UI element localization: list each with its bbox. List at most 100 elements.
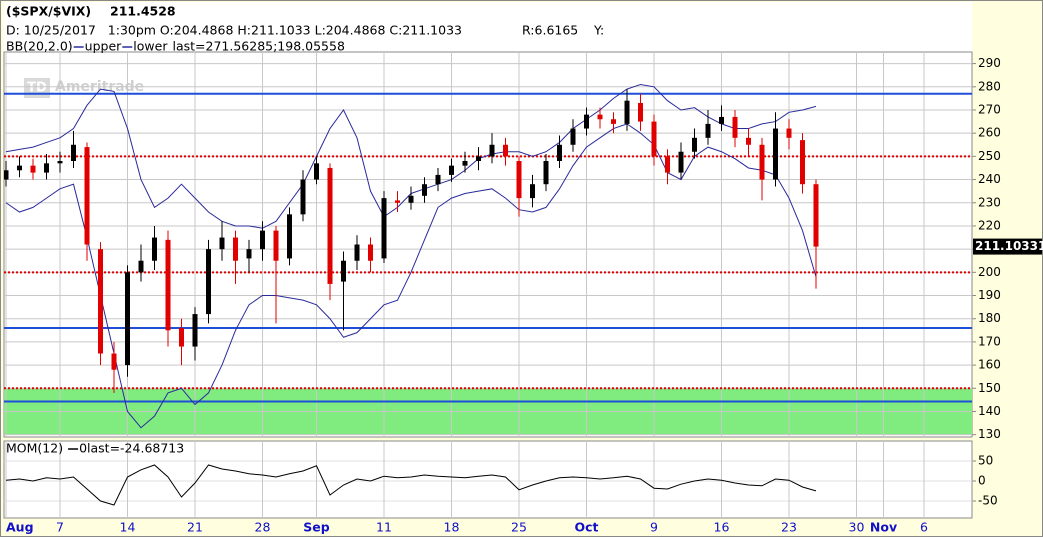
x-tick-label: 25 <box>511 520 527 535</box>
candle-body <box>800 140 805 185</box>
x-tick-label: 16 <box>714 520 730 535</box>
candle-body <box>165 239 171 331</box>
candle-body <box>624 100 630 124</box>
x-tick-label: 28 <box>255 520 271 535</box>
legend-title: MOM(12) <box>6 441 63 456</box>
candle-body <box>462 161 468 166</box>
candle-body <box>111 353 117 370</box>
momentum-line <box>5 464 817 506</box>
candle-body <box>84 147 90 245</box>
last-price-label: 211.10331 <box>975 239 1043 253</box>
y-tick-label: 140 <box>978 404 1001 418</box>
candle-body <box>368 244 373 261</box>
y-tick-label: 250 <box>978 149 1001 163</box>
candle-body <box>678 151 684 173</box>
candle-body <box>449 165 454 175</box>
candle-body <box>44 163 49 173</box>
candle-body <box>786 128 792 138</box>
y-tick-label: 50 <box>978 454 993 468</box>
candle-body <box>300 179 306 215</box>
candle-body <box>30 165 36 173</box>
x-tick-label: 18 <box>444 520 460 535</box>
y-tick-label: 230 <box>978 195 1001 209</box>
candle-body <box>543 161 549 185</box>
legend-entry: upper <box>85 39 122 54</box>
y-tick-label: 260 <box>978 126 1001 140</box>
x-tick-label: Oct <box>574 520 598 535</box>
range: R:6.6165 <box>522 23 578 38</box>
candle-body <box>246 249 252 259</box>
candle-body <box>651 121 657 157</box>
last-price: 211.4528 <box>110 4 176 19</box>
candle-body <box>273 230 279 261</box>
candle-body <box>773 128 778 180</box>
yield: Y: <box>593 23 604 38</box>
candle-body <box>17 165 22 171</box>
y-tick-label: 220 <box>978 218 1001 232</box>
header-panel <box>4 2 972 52</box>
candle-body <box>813 184 819 247</box>
candle-body <box>732 116 738 138</box>
candle-body <box>692 137 697 152</box>
watermark-logo: TD <box>27 81 47 96</box>
last-price-box <box>973 238 1042 255</box>
candle-body <box>233 237 238 261</box>
y-tick-label: 180 <box>978 311 1001 325</box>
symbol: ($SPX/$VIX) <box>6 4 91 19</box>
x-tick-label: Nov <box>870 520 897 535</box>
y-tick-label: 190 <box>978 288 1001 302</box>
candle-body <box>287 214 292 259</box>
x-tick-label: Aug <box>6 520 34 535</box>
price-plot <box>4 52 972 437</box>
candle-body <box>719 116 724 124</box>
y-tick-label: 290 <box>978 56 1001 70</box>
x-tick-label: 11 <box>376 520 392 535</box>
candle-body <box>408 195 414 203</box>
candle-body <box>125 272 130 366</box>
quote: D: 10/25/2017 1:30pm O:204.4868 H:211.10… <box>6 23 462 38</box>
candle-body <box>489 144 495 157</box>
legend-last: last=-24.68713 <box>87 441 184 456</box>
candle-body <box>354 244 360 261</box>
momentum-panel <box>3 440 973 519</box>
y-tick-label: 280 <box>978 79 1001 93</box>
y-tick-label: 270 <box>978 102 1001 116</box>
y-tick-label: 200 <box>978 265 1001 279</box>
candle-body <box>435 174 441 185</box>
x-tick-label: Sep <box>303 520 329 535</box>
candle-body <box>192 314 198 347</box>
x-tick-label: 30 <box>849 520 865 535</box>
candle-body <box>516 161 522 199</box>
y-tick-label: 0 <box>978 474 986 488</box>
candle-body <box>557 144 562 162</box>
y-tick-label: 130 <box>978 427 1001 441</box>
candle-body <box>395 200 400 203</box>
legend-title: BB(20,2.0) <box>6 39 73 54</box>
x-tick-label: 9 <box>650 520 658 535</box>
candle-body <box>341 260 346 282</box>
y-tick-label: 150 <box>978 381 1001 395</box>
price-panel <box>3 51 973 438</box>
y-tick-label: 160 <box>978 358 1001 372</box>
candle-body <box>759 144 765 180</box>
legend-entry: lower <box>133 39 168 54</box>
y-tick-label: -50 <box>978 494 998 508</box>
candle-body <box>705 123 711 138</box>
candle-body <box>611 119 616 124</box>
candle-body <box>476 156 481 162</box>
candle-body <box>381 198 387 259</box>
legend-last: last=271.56285;198.05558 <box>172 39 344 54</box>
x-tick-label: 21 <box>187 520 203 535</box>
legend-entry: 0 <box>79 441 87 456</box>
momentum-plot <box>4 441 972 518</box>
candle-body <box>179 327 184 347</box>
candle-body <box>98 249 103 354</box>
candle-body <box>206 249 211 315</box>
candle-body <box>597 114 603 120</box>
candle-body <box>746 137 751 145</box>
candle-body <box>152 237 157 261</box>
candle-body <box>530 184 535 199</box>
candle-body <box>219 237 225 250</box>
candle-body <box>503 144 508 157</box>
